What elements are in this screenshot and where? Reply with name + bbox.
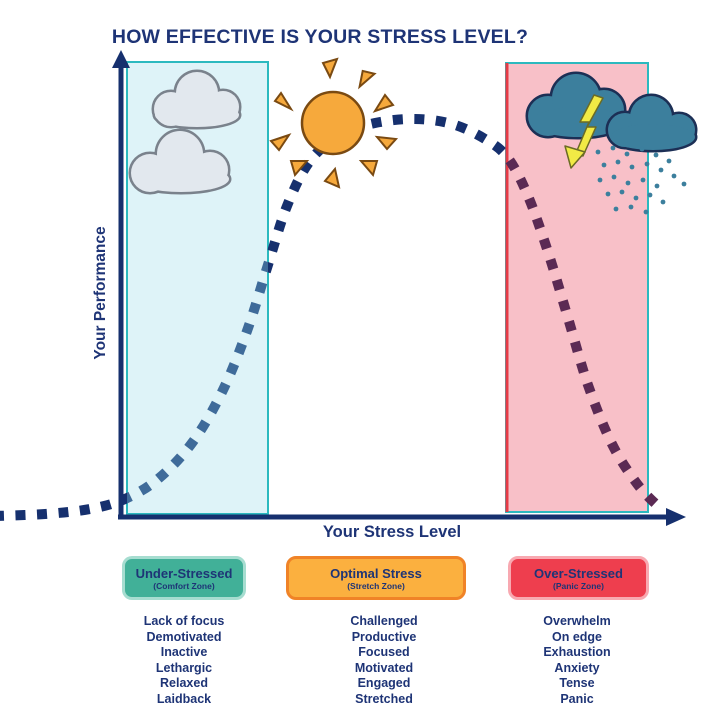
lightning-arrow-icon bbox=[564, 94, 604, 169]
trait-item: On edge bbox=[551, 629, 602, 644]
y-axis bbox=[112, 50, 130, 519]
trait-item: Productive bbox=[351, 629, 417, 644]
badge-label: Over-Stressed bbox=[534, 565, 623, 581]
trait-item: Anxiety bbox=[554, 660, 600, 675]
badge-sublabel: (Stretch Zone) bbox=[347, 580, 405, 591]
badge-optimal-stress: Optimal Stress (Stretch Zone) bbox=[286, 556, 466, 600]
page-title: HOW EFFECTIVE IS YOUR STRESS LEVEL? bbox=[111, 26, 529, 48]
badge-sublabel: (Comfort Zone) bbox=[153, 580, 215, 591]
rain-icon bbox=[595, 145, 687, 215]
comfort-zone-band bbox=[126, 61, 269, 515]
trait-item: Demotivated bbox=[146, 629, 222, 644]
x-axis bbox=[118, 508, 686, 526]
traits-under-stressed: Lack of focus Demotivated Inactive Lethargi… bbox=[104, 614, 264, 707]
trait-item: Laidback bbox=[156, 691, 212, 706]
trait-item: Panic bbox=[560, 691, 594, 706]
trait-item: Engaged bbox=[357, 676, 411, 690]
badge-over-stressed: Over-Stressed (Panic Zone) bbox=[508, 556, 649, 600]
trait-item: Motivated bbox=[354, 660, 414, 675]
trait-item: Inactive bbox=[160, 645, 208, 659]
traits-over-stressed: Overwhelm On edge Exhaustion Anxiety Tense Pa… bbox=[497, 614, 657, 707]
stress-curve-chart bbox=[0, 50, 698, 526]
storm-cloud-icon bbox=[525, 71, 698, 215]
trait-item: Exhaustion bbox=[543, 645, 611, 659]
trait-item: Challenged bbox=[350, 614, 418, 628]
sun-icon bbox=[269, 57, 399, 189]
badge-sublabel: (Panic Zone) bbox=[552, 580, 604, 591]
trait-item: Relaxed bbox=[160, 676, 208, 690]
badge-label: Under-Stressed bbox=[135, 565, 233, 581]
trait-item: Lethargic bbox=[155, 660, 213, 675]
trait-item: Lack of focus bbox=[143, 614, 225, 628]
traits-optimal-stress: Challenged Productive Focused Motivated Enga… bbox=[294, 614, 474, 707]
x-axis-label: Your Stress Level bbox=[322, 523, 462, 541]
clouds-icon bbox=[128, 69, 242, 195]
badge-label: Optimal Stress bbox=[330, 565, 422, 581]
trait-item: Stretched bbox=[355, 691, 413, 706]
trait-item: Focused bbox=[358, 645, 410, 659]
badge-under-stressed: Under-Stressed (Comfort Zone) bbox=[122, 556, 246, 600]
trait-item: Overwhelm bbox=[543, 614, 611, 628]
trait-item: Tense bbox=[559, 676, 595, 690]
